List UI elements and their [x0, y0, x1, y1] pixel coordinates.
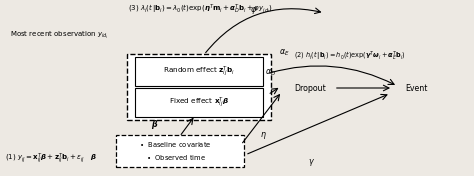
FancyBboxPatch shape — [117, 135, 244, 167]
Text: Random effect $\mathbf{z}_{ij}^T\mathbf{b}_i$: Random effect $\mathbf{z}_{ij}^T\mathbf{… — [163, 64, 235, 79]
Text: (2) $h_i(t\,|\mathbf{b}_i) = h_0(t)\mathrm{exp}(\boldsymbol{\gamma}^T\boldsymbol: (2) $h_i(t\,|\mathbf{b}_i) = h_0(t)\math… — [294, 50, 405, 63]
Text: $\alpha_E$: $\alpha_E$ — [279, 48, 290, 58]
Text: Dropout: Dropout — [294, 83, 326, 93]
Text: Event: Event — [405, 83, 428, 93]
FancyBboxPatch shape — [136, 57, 263, 86]
Text: $\bullet$  Baseline covariate: $\bullet$ Baseline covariate — [139, 140, 212, 149]
Text: Fixed effect $\mathbf{x}_{ij}^T\boldsymbol{\beta}$: Fixed effect $\mathbf{x}_{ij}^T\boldsymb… — [169, 96, 229, 110]
FancyBboxPatch shape — [127, 54, 271, 120]
Text: $\varphi$: $\varphi$ — [250, 5, 257, 16]
Text: $\eta$: $\eta$ — [260, 130, 266, 141]
Text: (1) $y_{ij} = \mathbf{x}_{ij}^T\boldsymbol{\beta} + \mathbf{z}_{ij}^T\mathbf{b}_: (1) $y_{ij} = \mathbf{x}_{ij}^T\boldsymb… — [5, 151, 97, 166]
Text: $\gamma$: $\gamma$ — [308, 157, 315, 168]
Text: $\bullet$  Observed time: $\bullet$ Observed time — [146, 153, 206, 162]
Text: $\alpha_D$: $\alpha_D$ — [264, 68, 276, 78]
FancyBboxPatch shape — [136, 88, 263, 117]
Text: Most recent observation $y_{id_i}$: Most recent observation $y_{id_i}$ — [10, 30, 109, 41]
Text: (3) $\lambda_i(t\,|\mathbf{b}_i) = \lambda_0(t)\mathrm{exp}(\boldsymbol{\eta}^T\: (3) $\lambda_i(t\,|\mathbf{b}_i) = \lamb… — [128, 3, 273, 16]
Text: $\boldsymbol{\beta}$: $\boldsymbol{\beta}$ — [151, 118, 158, 131]
